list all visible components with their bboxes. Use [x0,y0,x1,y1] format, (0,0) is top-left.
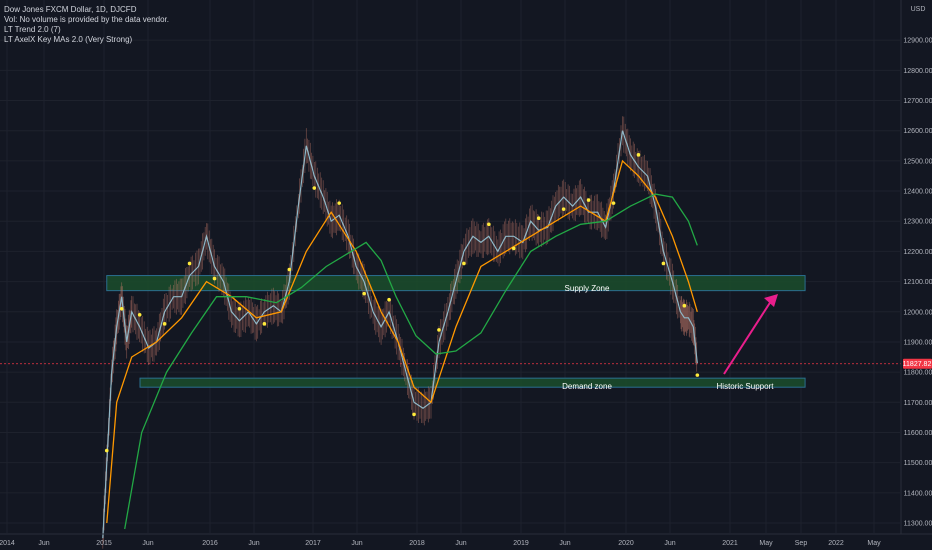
x-tick-label: Jun [664,540,675,547]
signal-dot [536,216,541,221]
y-tick-label: 11900.00 [904,339,932,346]
y-tick-label: 12100.00 [903,279,932,286]
y-tick-label: 12500.00 [903,158,932,165]
supply-zone-label: Supply Zone [565,284,610,293]
signal-dot [287,267,292,272]
ma-fast-line [106,159,698,524]
svg-text:11827.82: 11827.82 [903,361,932,368]
projection-arrow-line [723,297,774,375]
y-tick-label: 12600.00 [903,128,932,135]
y-tick-label: 11400.00 [904,490,932,497]
signal-dot [611,201,616,205]
ma-slow-line [124,193,698,530]
x-tick-label: Jun [351,540,362,547]
signal-dot [119,306,124,311]
signal-dot [312,186,317,190]
signal-dot [487,222,491,227]
signal-dot [137,312,142,317]
signal-dot [511,246,516,251]
signal-dot [187,261,192,266]
arrow-layer [723,294,778,375]
x-tick-label: Sep [795,540,808,547]
legend-indicator-trend: LT Trend 2.0 (7) [4,25,61,34]
signal-dot [237,306,242,311]
series-layer [102,116,698,549]
y-axis[interactable]: 12900.00 12800.00 12700.00 12600.00 12500.00… [900,0,932,534]
x-tick-label: Jun [142,540,153,547]
x-tick-label: Jun [38,540,49,547]
y-tick-label: 12400.00 [903,189,932,196]
price-tag: 11827.82 [903,358,932,369]
y-tick-label: 11800.00 [904,370,932,377]
signal-dot [695,373,700,377]
signal-dots [104,153,700,453]
legend: Dow Jones FXCM Dollar, 1D, DJCFD Vol: No… [4,5,169,44]
signal-dot [561,207,566,211]
x-tick-label: Jun [248,540,259,547]
signal-dot [661,261,666,266]
historic-support-label: Historic Support [717,382,775,391]
projection-arrow-head [764,294,778,307]
x-tick-label: Jun [455,540,466,547]
x-tick-label: 2019 [513,540,529,547]
x-tick-label: 2018 [409,540,425,547]
zone-labels: Supply Zone Demand zone Historic Support [562,284,774,391]
x-tick-label: 2021 [722,540,738,547]
signal-dot [212,276,217,281]
demand-zone-label: Demand zone [562,382,612,391]
signal-dot [462,261,466,266]
legend-symbol: Dow Jones FXCM Dollar, 1D, DJCFD [4,5,137,14]
signal-dot [636,153,641,157]
x-tick-label: Jun [559,540,570,547]
y-tick-label: 12300.00 [903,219,932,226]
signal-dot [412,412,416,417]
y-tick-label: 11700.00 [904,400,932,407]
signal-dot [337,201,342,205]
x-axis[interactable]: 2014 Jun 2015 Jun 2016 Jun 2017 Jun 2018 Jun 2019 J… [0,533,932,547]
x-tick-label: May [759,540,773,547]
x-tick-label: 2016 [202,540,218,547]
demand-zone [139,377,806,388]
signal-dot [586,198,591,202]
y-tick-label: 11300.00 [904,521,932,528]
signal-dot [162,322,167,326]
legend-volume-note: Vol: No volume is provided by the data v… [4,15,169,24]
x-tick-label: 2020 [618,540,634,547]
x-tick-label: 2022 [828,540,844,547]
signal-dot [682,303,687,308]
x-tick-label: 2014 [0,540,15,547]
x-tick-label: May [867,540,881,547]
y-tick-label: 11600.00 [904,430,932,437]
signal-dot [437,328,441,332]
signal-dot [262,322,267,326]
signal-dot [362,291,366,296]
y-tick-label: 12700.00 [903,98,932,105]
x-tick-label: 2015 [96,540,112,547]
legend-indicator-mas: LT AxelX Key MAs 2.0 (Very Strong) [4,35,133,44]
currency-label: USD [911,6,926,13]
signal-dot [387,297,391,302]
y-tick-label: 11500.00 [904,460,932,467]
y-tick-label: 12200.00 [903,249,932,256]
y-tick-label: 12900.00 [903,38,932,45]
x-tick-label: 2017 [305,540,321,547]
y-tick-label: 12000.00 [903,309,932,316]
signal-dot [104,448,109,453]
y-tick-label: 12800.00 [903,68,932,75]
